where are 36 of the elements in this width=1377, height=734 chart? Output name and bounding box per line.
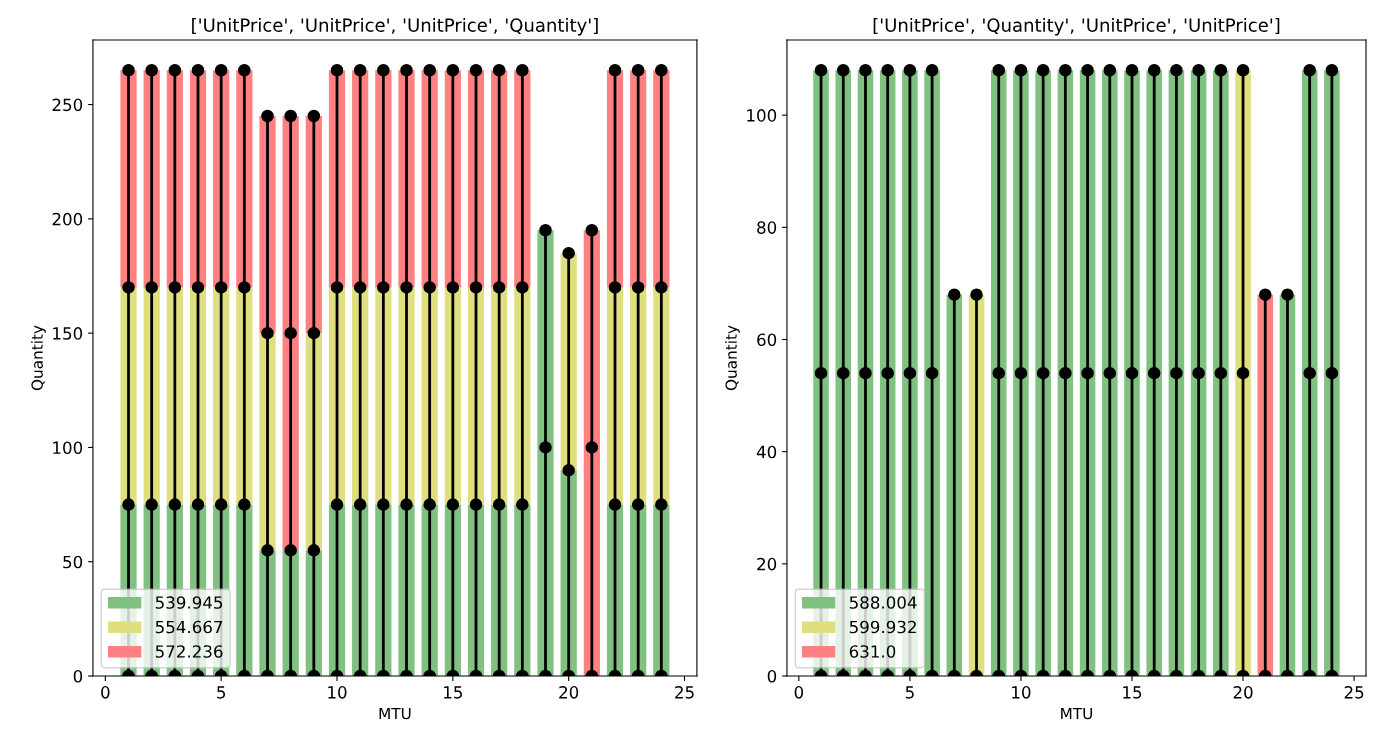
legend-label: 599.932 xyxy=(849,620,916,634)
y-tick-label: 100 xyxy=(747,109,777,122)
y-tick-label: 20 xyxy=(757,557,777,571)
x-tick-label: 0 xyxy=(794,686,804,699)
x-axis-title: MTU xyxy=(1061,707,1092,720)
legend-label: 554.667 xyxy=(155,620,223,634)
x-tick-label: 20 xyxy=(1233,686,1253,699)
x-tick-label: 10 xyxy=(328,686,347,699)
x-tick-label: 15 xyxy=(1123,686,1142,699)
y-tick-label: 200 xyxy=(52,212,83,226)
x-tick-label: 5 xyxy=(217,686,226,699)
x-tick-label: 10 xyxy=(1012,686,1031,699)
x-tick-label: 5 xyxy=(905,686,914,699)
y-tick-label: 150 xyxy=(53,327,83,340)
y-tick-label: 50 xyxy=(63,555,83,569)
x-tick-label: 15 xyxy=(444,686,462,699)
x-tick-label: 25 xyxy=(675,686,694,699)
y-tick-label: 60 xyxy=(757,333,777,347)
y-tick-label: 80 xyxy=(757,221,777,234)
legend-label: 631.0 xyxy=(849,645,896,658)
y-tick-label: 0 xyxy=(73,669,83,683)
y-tick-label: 0 xyxy=(767,669,777,683)
x-axis-title: MTU xyxy=(379,707,411,720)
legend-label: 572.236 xyxy=(155,645,223,658)
x-tick-label: 20 xyxy=(559,686,579,699)
x-tick-label: 25 xyxy=(1344,686,1364,699)
chart-title: ['UnitPrice', 'Quantity', 'UnitPrice', 'UnitPrice'] xyxy=(873,17,1280,36)
y-tick-label: 40 xyxy=(756,445,777,459)
y-tick-label: 250 xyxy=(52,98,83,112)
x-tick-label: 0 xyxy=(101,686,110,699)
y-axis-title: Quantity xyxy=(31,325,46,391)
y-tick-label: 100 xyxy=(53,441,83,455)
legend-label: 588.004 xyxy=(849,596,917,609)
y-axis-title: Quantity xyxy=(725,325,740,391)
chart-title: ['UnitPrice', 'UnitPrice', 'UnitPrice', 'Quantity'] xyxy=(192,17,598,36)
legend-label: 539.945 xyxy=(155,596,223,609)
